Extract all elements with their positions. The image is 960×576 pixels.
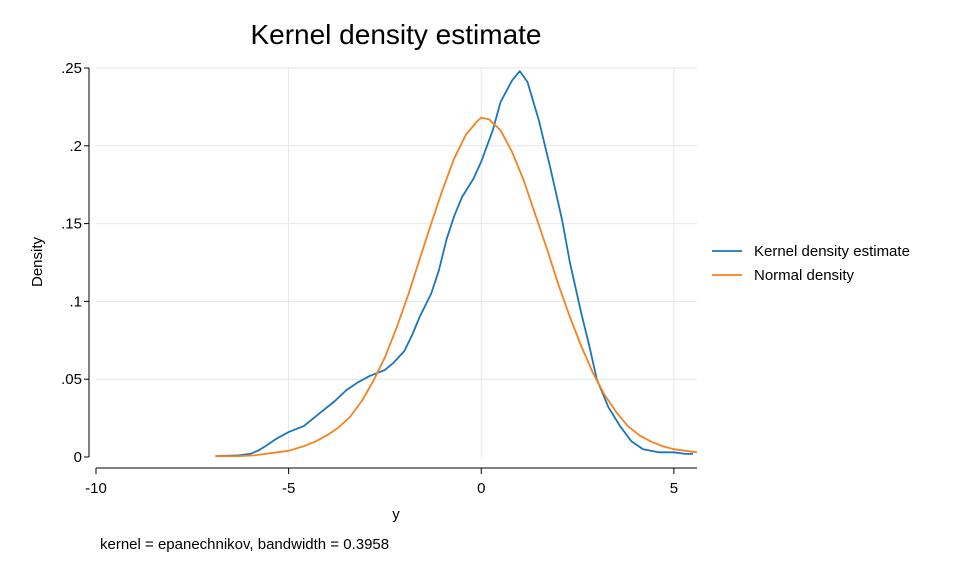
plot-lines: [215, 70, 698, 458]
x-tick-label: 5: [670, 480, 678, 497]
legend-label: Normal density: [754, 267, 855, 284]
x-tick-label: -5: [282, 480, 295, 497]
y-tick-label: .25: [61, 60, 82, 77]
grid: [96, 67, 697, 457]
y-tick-label: .1: [69, 293, 82, 310]
legend-label: Kernel density estimate: [754, 243, 910, 260]
y-tick-label: .15: [61, 216, 82, 233]
y-tick-label: 0: [74, 449, 82, 466]
x-axis-label: y: [392, 506, 400, 523]
legend: Kernel density estimate Normal density: [712, 243, 910, 284]
chart-title: Kernel density estimate: [250, 19, 541, 50]
chart-note: kernel = epanechnikov, bandwidth = 0.395…: [100, 536, 389, 553]
x-tick-label: -10: [85, 480, 107, 497]
y-axis-label: Density: [29, 236, 46, 287]
x-tick-label: 0: [477, 480, 485, 497]
y-tick-label: .05: [61, 371, 82, 388]
x-axis: -10 -5 0 5: [85, 467, 697, 497]
series-line-2: [215, 116, 698, 458]
y-axis: 0 .05 .1 .15 .2 .25: [61, 60, 90, 466]
series-line-1: [215, 70, 694, 458]
y-tick-label: .2: [69, 138, 82, 155]
